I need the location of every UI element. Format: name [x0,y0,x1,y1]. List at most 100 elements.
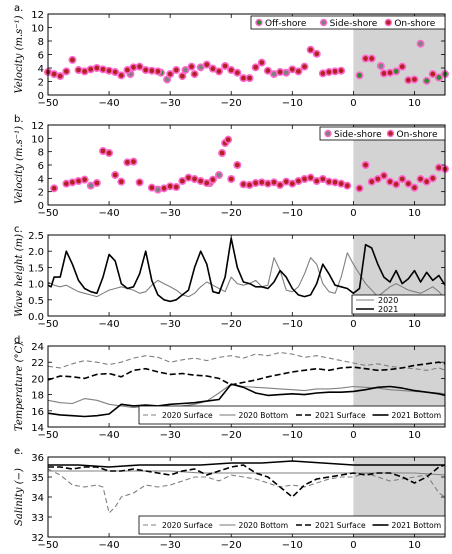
series-on-shore-point [398,175,407,184]
y-tick-label: 10 [31,24,44,35]
series-on-shore-point [224,135,233,144]
y-tick-label: 0 [38,201,44,212]
series-on-shore-point [56,72,65,81]
legend-label: 2021 Bottom [392,411,442,420]
series-on-shore-point [80,175,89,184]
y-tick-label: 34 [31,493,44,504]
legend-label: On-shore [394,19,435,29]
x-tick-label: −30 [160,540,181,550]
x-tick-label: −30 [160,98,181,109]
series-on-shore-point [105,149,114,158]
y-tick-label: 35 [31,473,44,484]
legend-label: 2020 Bottom [239,521,289,530]
y-tick-label: 32 [31,533,44,544]
series-on-shore-point [117,177,126,186]
x-tick-label: −20 [221,208,242,219]
x-tick-label: −40 [99,430,120,441]
legend: Off-shore Side-shore On-shore [250,15,446,30]
y-tick-label: 10 [31,134,44,145]
series-off-shore-point [434,73,443,82]
panel-e: 32 33 34 35 36 −50 −40 −30 −20 −10 0 10 e. Salinity (… [14,446,446,551]
series-on-shore-point [312,49,321,58]
series-on-shore-point [135,178,144,187]
y-tick-label: 18 [31,391,44,402]
series-on-shore-point [410,75,419,84]
panel-label: a. [14,3,23,14]
series-on-shore-point [178,177,187,186]
series-on-shore-point [92,179,101,188]
y-tick-label: 0.5 [28,296,44,307]
series-on-shore-point [300,62,309,71]
y-tick-label: 2.5 [28,231,44,242]
series-on-shore-point [172,183,181,192]
y-tick-label: 4 [38,64,44,75]
y-tick-label: 0.0 [28,312,44,323]
series-on-shore-point [62,67,71,76]
x-tick-label: −40 [99,98,120,109]
series-on-shore-point [251,63,260,72]
y-tick-label: 16 [31,407,44,418]
panel-c: 0.0 0.5 1.0 1.5 2.0 2.5 −50 −40 −30 −20 −10 0 10 c.Wa… [14,224,446,330]
series-on-shore-point [263,66,272,75]
series-on-shore-point [410,183,419,192]
x-tick-label: −30 [160,430,181,441]
x-tick-label: −20 [221,540,242,550]
legend-label: 2021 Bottom [392,521,442,530]
series-on-shore-point [129,157,138,166]
y-tick-label: 24 [31,342,44,353]
series-2020-surface-line [47,351,446,371]
series-on-shore-point [208,175,217,184]
x-tick-label: 0 [350,98,356,109]
series-on-shore-point [367,54,376,63]
legend-label: 2021 [378,305,398,314]
series-on-shore-point [276,68,285,77]
series-on-shore-point [147,183,156,192]
series-2021-surface-line [47,361,446,386]
panel-label: e. [14,446,23,457]
legend-box [138,405,446,425]
series-on-shore-point [276,181,285,190]
x-tick-label: 10 [408,540,421,550]
x-tick-label: −10 [282,98,303,109]
series-2021-bottom-line [47,383,446,418]
legend-label: 2020 Surface [162,521,213,530]
x-tick-label: −50 [37,98,58,109]
plot-frame [47,124,446,206]
series-on-shore-point [428,70,437,79]
x-tick-label: −30 [160,208,181,219]
y-tick-label: 1.0 [28,280,44,291]
series-on-shore-point [233,161,242,170]
x-tick-label: −20 [221,319,242,330]
x-tick-label: 10 [408,430,421,441]
y-tick-label: 6 [38,161,44,172]
series-on-shore-point [294,67,303,76]
x-tick-label: 0 [350,540,356,550]
y-axis-label: Velocity (m.s⁻¹) [14,15,25,93]
series-on-shore-point [221,61,230,70]
legend-label: 2020 Surface [162,411,213,420]
panel-d: 14 16 18 20 22 24 −50 −40 −30 −20 −10 0 10 d.Temperat… [14,335,446,441]
series-side-shore-point [376,61,385,70]
series-side-shore-point [181,66,190,75]
series-on-shore-point [355,184,364,193]
series-side-shore-point [416,39,425,48]
series-on-shore-point [337,66,346,75]
series-on-shore-point [306,45,315,54]
series-on-shore-point [379,171,388,180]
legend: 2020 Surface 2020 Bottom 2021 Surface 2021 … [138,405,446,425]
legend-label: 2020 [378,296,398,305]
series-2021-bottom-line [48,460,445,468]
legend-marker [255,18,263,27]
legend-box [250,15,446,30]
plot-frame [47,234,446,317]
y-tick-label: 2 [38,188,44,199]
x-tick-label: −10 [282,208,303,219]
legend-marker [324,129,332,138]
series-on-shore-point [187,62,196,71]
legend-label: Side-shore [334,130,382,140]
x-tick-label: −40 [99,540,120,550]
y-axis-label: Salinity (−) [14,468,25,526]
y-axis-label: Velocity (m.s⁻¹) [14,126,25,204]
